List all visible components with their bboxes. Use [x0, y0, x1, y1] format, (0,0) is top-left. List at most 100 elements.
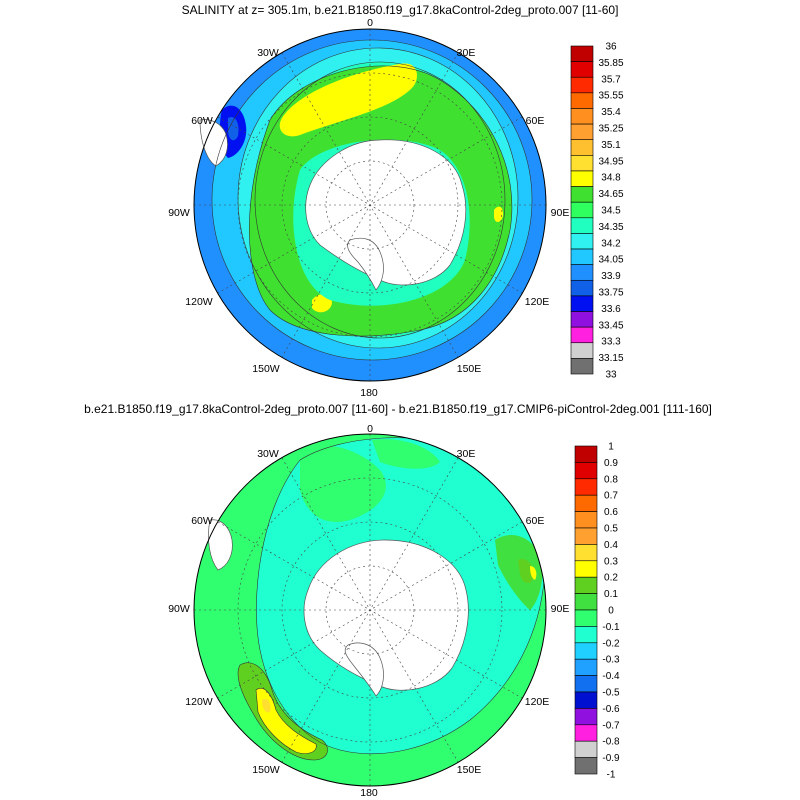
lon-label-120e: 120E	[525, 696, 550, 708]
colorbar-swatch	[570, 279, 594, 297]
colorbar-label: 35.1	[601, 140, 621, 151]
colorbar-swatch	[574, 757, 598, 775]
colorbar-swatch	[574, 609, 598, 627]
colorbar-label: 34.95	[598, 156, 623, 167]
colorbar-label: -0.7	[602, 720, 620, 731]
colorbar-swatch	[574, 691, 598, 709]
colorbar-swatch	[570, 295, 594, 312]
colorbar-swatch	[574, 544, 598, 562]
difference-colorbar: 1 0.9 0.8 0.7 0.6 0.5 0.4 0.3 0.2 0.1 0 -0.1 -0.2 -0.…	[574, 442, 620, 781]
colorbar-label: 34.65	[598, 189, 623, 200]
colorbar-swatch	[570, 217, 594, 234]
colorbar-label: 35.4	[601, 107, 621, 118]
colorbar-swatch	[574, 626, 598, 644]
lon-label-60w: 60W	[191, 115, 213, 127]
colorbar-swatch	[574, 560, 598, 578]
colorbar-swatch	[570, 61, 594, 78]
colorbar-label: 0.4	[604, 540, 618, 551]
colorbar-label: -1	[607, 770, 616, 781]
lon-label-150e: 150E	[457, 363, 482, 375]
colorbar-swatch	[570, 186, 594, 203]
colorbar-swatch	[570, 76, 594, 94]
colorbar-swatch	[570, 311, 594, 328]
lon-label-90e: 90E	[551, 603, 570, 615]
colorbar-swatch	[570, 92, 594, 109]
salinity-map	[193, 28, 547, 382]
colorbar-label: 0.9	[604, 458, 618, 469]
colorbar-swatch	[574, 642, 598, 660]
colorbar-label: 33.75	[598, 288, 623, 299]
lon-label-60e: 60E	[526, 515, 545, 527]
lon-label-60w: 60W	[191, 515, 213, 527]
lon-label-150e: 150E	[457, 764, 482, 776]
lon-label-120w: 120W	[185, 696, 213, 708]
lon-label-0: 0	[367, 423, 373, 435]
colorbar-label: 0.3	[604, 556, 618, 567]
colorbar-label: 33	[605, 370, 617, 381]
colorbar-swatch	[570, 358, 594, 375]
colorbar-label: 33.45	[598, 320, 623, 331]
colorbar-label: -0.5	[602, 688, 620, 699]
map-title-bottom: b.e21.B1850.f19_g17.8kaControl-2deg_prot…	[84, 402, 712, 416]
lon-label-30e: 30E	[457, 47, 476, 59]
colorbar-swatch	[574, 478, 598, 496]
colorbar-label: -0.1	[602, 622, 620, 633]
colorbar-swatch	[574, 462, 598, 480]
colorbar-label: 36	[605, 42, 617, 53]
colorbar-label: 35.25	[598, 124, 623, 135]
lon-label-150w: 150W	[252, 764, 280, 776]
colorbar-swatch	[574, 445, 598, 463]
colorbar-swatch	[570, 155, 594, 172]
colorbar-label: 33.15	[598, 353, 623, 364]
colorbar-label: -0.4	[602, 671, 620, 682]
colorbar-label: 0.2	[604, 573, 618, 584]
colorbar-label: 35.7	[601, 74, 621, 85]
colorbar-swatch	[570, 264, 594, 281]
colorbar-swatch	[570, 108, 594, 125]
lon-label-150w: 150W	[252, 363, 280, 375]
lon-label-90e: 90E	[551, 207, 570, 219]
colorbar-swatch	[574, 658, 598, 676]
colorbar-label: -0.9	[602, 753, 620, 764]
colorbar-label: 0	[608, 606, 614, 617]
colorbar-label: 0.1	[604, 589, 618, 600]
colorbar-swatch	[570, 201, 594, 219]
colorbar-swatch	[574, 511, 598, 529]
colorbar-swatch	[570, 45, 594, 62]
salinity-colorbar: 36 35.85 35.7 35.55 35.4 35.25 35.1 34.95 34.8 34…	[570, 42, 624, 381]
top-map-lon-labels: 0 30E 60E 90E 120E 150E 180 150W 120W 90…	[168, 17, 569, 399]
colorbar-label: 34.35	[598, 222, 623, 233]
colorbar-label: 33.9	[601, 271, 621, 282]
colorbar-label: 0.5	[604, 524, 618, 535]
difference-map	[193, 433, 547, 787]
colorbar-swatch	[574, 724, 598, 742]
lon-label-30w: 30W	[257, 448, 279, 460]
colorbar-label: 35.55	[598, 91, 623, 102]
colorbar-label: 0.7	[604, 491, 618, 502]
bottom-map-lon-labels: 0 30E 60E 90E 120E 150E 180 150W 120W 90…	[168, 423, 569, 799]
lon-label-30e: 30E	[457, 448, 476, 460]
lon-label-90w: 90W	[168, 207, 190, 219]
colorbar-swatch	[574, 740, 598, 758]
colorbar-label: 35.85	[598, 58, 623, 69]
colorbar-label: 34.5	[601, 206, 621, 217]
colorbar-swatch	[574, 576, 598, 594]
colorbar-label: 33.3	[601, 337, 621, 348]
colorbar-swatch	[570, 233, 594, 250]
colorbar-label: -0.6	[602, 704, 620, 715]
colorbar-label: 34.2	[601, 238, 621, 249]
map-title-top: SALINITY at z= 305.1m, b.e21.B1850.f19_g…	[181, 3, 619, 17]
colorbar-swatch	[574, 675, 598, 693]
colorbar-label: 34.8	[601, 173, 621, 184]
colorbar-label: -0.3	[602, 655, 620, 666]
colorbar-swatch	[574, 593, 598, 611]
colorbar-label: 33.6	[601, 304, 621, 315]
colorbar-swatch	[574, 708, 598, 726]
colorbar-label: 34.05	[598, 255, 623, 266]
colorbar-swatch	[570, 248, 594, 265]
colorbar-label: -0.2	[602, 638, 620, 649]
lon-label-180: 180	[360, 787, 378, 799]
lon-label-60e: 60E	[526, 115, 545, 127]
lon-label-30w: 30W	[257, 47, 279, 59]
